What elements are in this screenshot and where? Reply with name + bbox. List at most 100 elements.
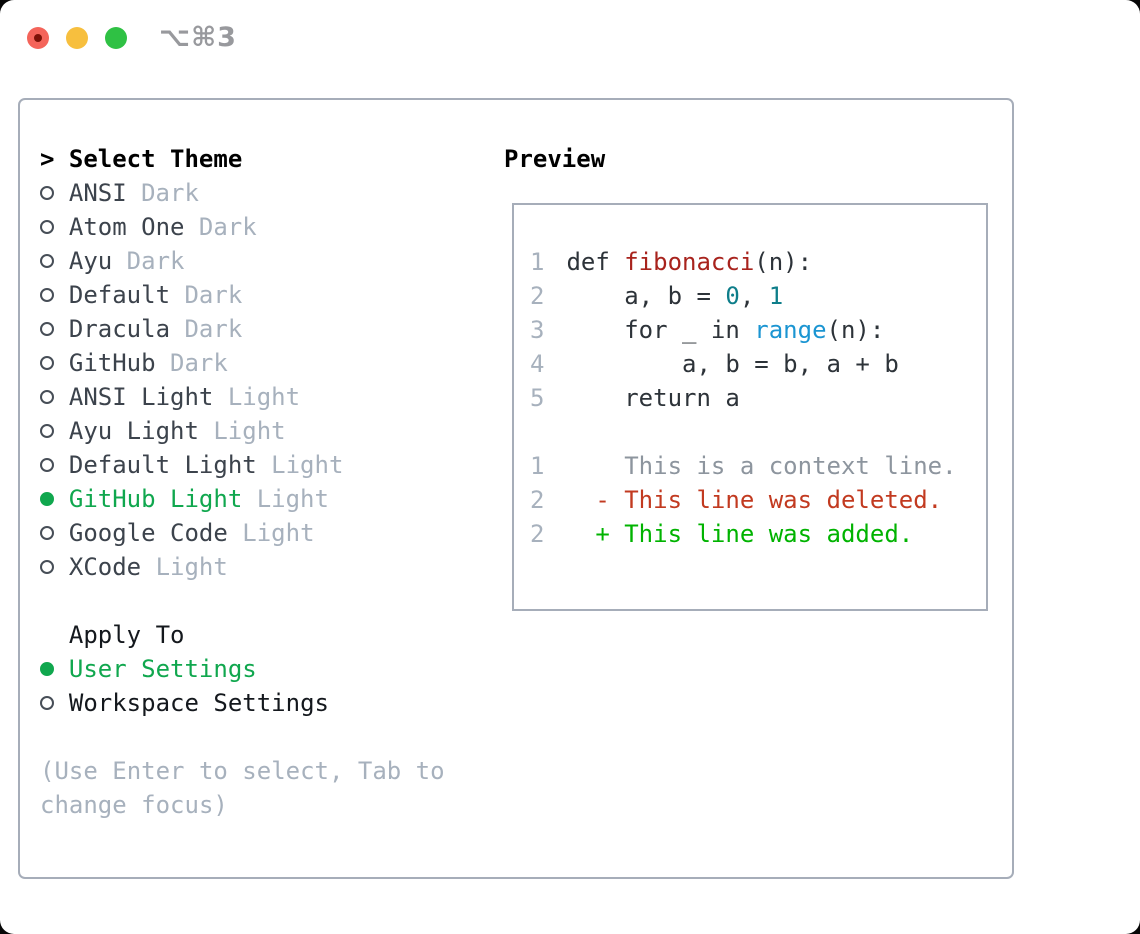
theme-option-row[interactable]: ANSI Dark — [40, 176, 500, 210]
radio-icon — [40, 288, 55, 302]
minimize-button[interactable] — [66, 26, 88, 49]
line-number: 5 — [530, 384, 545, 412]
apply-to-list: User Settings Workspace Settings — [40, 652, 500, 720]
line-number: 4 — [530, 350, 545, 378]
theme-option-row[interactable]: Atom One Dark — [40, 210, 500, 244]
theme-option-row[interactable]: ANSI Light Light — [40, 380, 500, 414]
theme-variant-badge: Dark — [184, 281, 243, 309]
radio-icon — [40, 492, 55, 506]
code-text: return a — [566, 384, 740, 412]
code-sample: 1 def fibonacci(n): 2 a, b = 0, 1 3 for … — [530, 245, 976, 415]
preview-code-box: 1 def fibonacci(n): 2 a, b = 0, 1 3 for … — [512, 203, 988, 611]
apply-option-label: Workspace Settings — [68, 689, 329, 717]
theme-option-row[interactable]: Google Code Light — [40, 516, 500, 550]
theme-name: Dracula — [68, 315, 171, 343]
theme-name: Atom One — [68, 213, 185, 241]
theme-option-row[interactable]: Ayu Light Light — [40, 414, 500, 448]
theme-option-row[interactable]: Default Dark — [40, 278, 500, 312]
theme-name: XCode — [68, 553, 142, 581]
theme-option-row[interactable]: GitHub Light Light — [40, 482, 500, 516]
apply-option-row[interactable]: Workspace Settings — [40, 686, 500, 720]
cursor-marker-icon: > — [40, 145, 55, 173]
line-number: 1 — [530, 248, 545, 276]
zoom-button[interactable] — [105, 26, 127, 49]
theme-variant-badge: Dark — [184, 315, 243, 343]
theme-option-row[interactable]: Default Light Light — [40, 448, 500, 482]
theme-name: Ayu Light — [68, 417, 199, 445]
keyboard-hint-text: (Use Enter to select, Tab to change focu… — [40, 757, 445, 819]
theme-name: Ayu — [68, 247, 113, 275]
theme-name: GitHub Light — [68, 485, 243, 513]
code-text: a, b = b, a + b — [566, 350, 899, 378]
radio-icon — [40, 356, 55, 370]
code-line: 3 for _ in range(n): — [530, 313, 976, 347]
theme-option-row[interactable]: Ayu Dark — [40, 244, 500, 278]
window-title: ⌥⌘3 — [159, 22, 237, 53]
theme-option-row[interactable]: GitHub Dark — [40, 346, 500, 380]
theme-list: ANSI Dark Atom One Dark Ayu Dark Default… — [40, 176, 500, 584]
code-line: 4 a, b = b, a + b — [530, 347, 976, 381]
code-text: a, b = 0, 1 — [566, 282, 784, 310]
line-number: 2 — [530, 486, 545, 514]
code-line: 5 return a — [530, 381, 976, 415]
preview-title: Preview — [504, 145, 606, 173]
theme-variant-badge: Dark — [198, 213, 257, 241]
theme-name: ANSI — [68, 179, 127, 207]
theme-variant-badge: Light — [155, 553, 228, 581]
close-button[interactable] — [27, 26, 49, 49]
theme-selector-column: > Select Theme ANSI Dark Atom One Dark A — [20, 100, 500, 822]
select-theme-header: > Select Theme — [40, 142, 500, 176]
line-number: 2 — [530, 520, 545, 548]
radio-icon — [40, 526, 55, 540]
titlebar: ⌥⌘3 — [0, 0, 1140, 75]
code-text: def fibonacci(n): — [566, 248, 813, 276]
code-text: for _ in range(n): — [566, 316, 885, 344]
traffic-lights — [27, 26, 127, 49]
theme-variant-badge: Dark — [126, 247, 185, 275]
spacer — [40, 720, 500, 754]
apply-option-row[interactable]: User Settings — [40, 652, 500, 686]
theme-variant-badge: Light — [227, 383, 301, 411]
radio-icon — [40, 390, 55, 404]
diff-sample: 1 This is a context line. 2 - This line … — [530, 449, 976, 551]
line-number: 2 — [530, 282, 545, 310]
code-line: 1 def fibonacci(n): — [530, 245, 976, 279]
code-line: 2 a, b = 0, 1 — [530, 279, 976, 313]
theme-picker-panel: > Select Theme ANSI Dark Atom One Dark A — [18, 98, 1014, 879]
theme-variant-badge: Light — [271, 451, 344, 479]
line-number: 3 — [530, 316, 545, 344]
radio-icon — [40, 458, 55, 472]
theme-variant-badge: Dark — [141, 179, 199, 207]
spacer — [40, 584, 500, 618]
line-number: 1 — [530, 452, 545, 480]
theme-variant-badge: Light — [213, 417, 286, 445]
select-theme-title: Select Theme — [68, 145, 243, 173]
radio-icon — [40, 186, 55, 200]
diff-line: 2 + This line was added. — [530, 517, 976, 551]
radio-icon — [40, 220, 55, 234]
diff-text: This is a context line. — [566, 452, 957, 480]
theme-name: GitHub — [68, 349, 156, 377]
spacer — [530, 415, 976, 449]
theme-variant-badge: Light — [256, 485, 329, 513]
diff-line: 1 This is a context line. — [530, 449, 976, 483]
theme-option-row[interactable]: Dracula Dark — [40, 312, 500, 346]
apply-to-header: Apply To — [40, 618, 500, 652]
theme-option-row[interactable]: XCode Light — [40, 550, 500, 584]
theme-name: ANSI Light — [68, 383, 214, 411]
theme-variant-badge: Light — [242, 519, 315, 547]
theme-name: Default Light — [68, 451, 257, 479]
theme-name: Google Code — [68, 519, 228, 547]
diff-line: 2 - This line was deleted. — [530, 483, 976, 517]
radio-icon — [40, 560, 55, 574]
apply-to-title: Apply To — [68, 621, 185, 649]
diff-text: - This line was deleted. — [566, 486, 943, 514]
diff-text: + This line was added. — [566, 520, 914, 548]
radio-icon — [40, 254, 55, 268]
radio-icon — [40, 662, 55, 676]
radio-icon — [40, 322, 55, 336]
radio-icon — [40, 424, 55, 438]
theme-name: Default — [68, 281, 171, 309]
radio-icon — [40, 696, 55, 710]
